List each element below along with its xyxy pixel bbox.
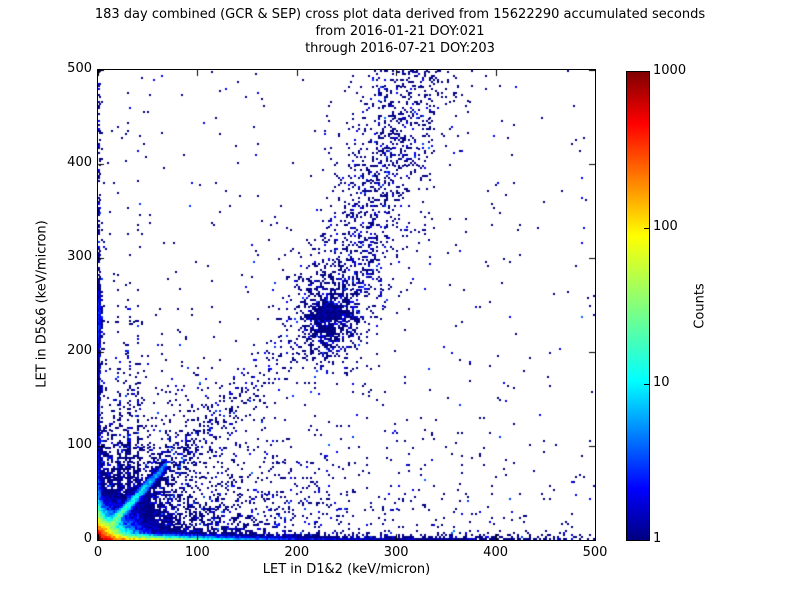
colorbar bbox=[626, 71, 650, 541]
colorbar-tick-label-10: 10 bbox=[653, 375, 670, 390]
y-tick-label-100: 100 bbox=[67, 437, 92, 452]
y-tick-label-300: 300 bbox=[67, 249, 92, 264]
colorbar-tick-10 bbox=[644, 384, 649, 385]
x-tick-label-100: 100 bbox=[184, 545, 210, 560]
y-tick-label-200: 200 bbox=[67, 343, 92, 358]
x-tick-label-500: 500 bbox=[582, 545, 608, 560]
scatter-heatmap-canvas bbox=[98, 70, 595, 540]
y-axis-label: LET in D5&6 (keV/micron) bbox=[34, 220, 50, 388]
x-tick-label-300: 300 bbox=[383, 545, 409, 560]
colorbar-tick-label-1000: 1000 bbox=[653, 63, 687, 78]
chart-title-line-3: through 2016-07-21 DOY:203 bbox=[305, 41, 495, 56]
colorbar-title: Counts bbox=[692, 283, 708, 329]
colorbar-tick-100 bbox=[644, 228, 649, 229]
chart-title-line-1: 183 day combined (GCR & SEP) cross plot … bbox=[94, 7, 706, 22]
x-axis-label: LET in D1&2 (keV/micron) bbox=[262, 562, 431, 577]
y-tick-label-400: 400 bbox=[67, 155, 92, 170]
colorbar-tick-label-100: 100 bbox=[653, 219, 678, 234]
colorbar-tick-label-1: 1 bbox=[653, 531, 662, 546]
y-tick-label-0: 0 bbox=[83, 531, 92, 546]
y-tick-label-500: 500 bbox=[67, 61, 92, 76]
x-tick-label-0: 0 bbox=[93, 545, 103, 560]
plot-area bbox=[97, 69, 596, 541]
x-tick-label-200: 200 bbox=[284, 545, 310, 560]
chart-title-line-2: from 2016-01-21 DOY:021 bbox=[315, 24, 485, 39]
x-tick-label-400: 400 bbox=[483, 545, 508, 560]
